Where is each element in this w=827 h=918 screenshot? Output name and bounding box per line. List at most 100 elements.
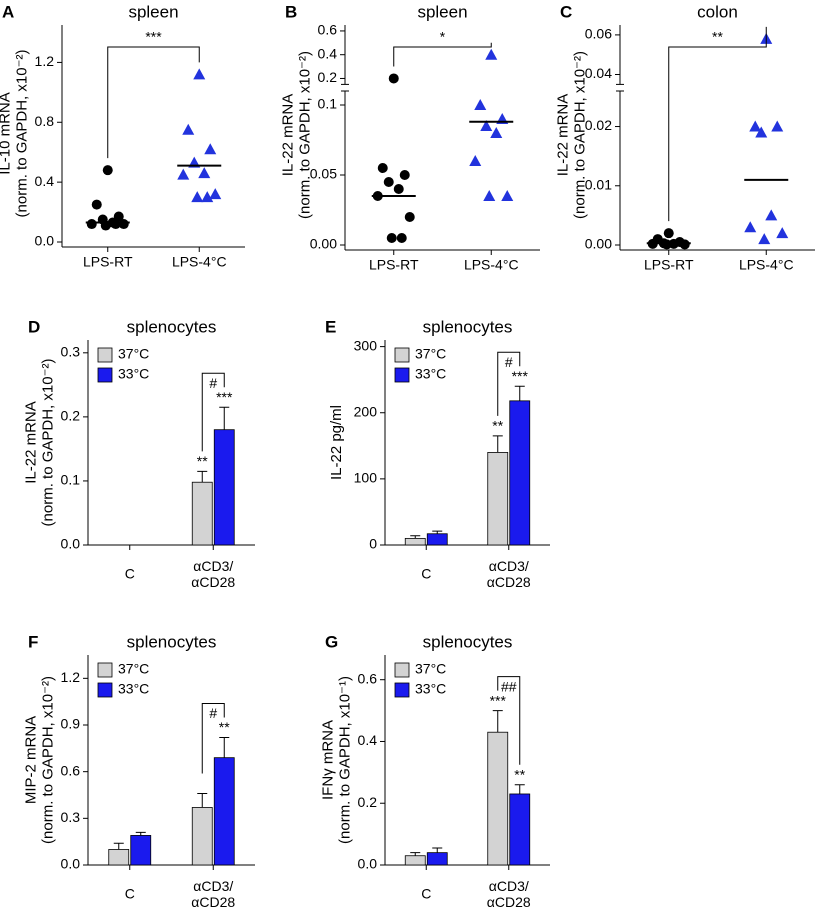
bar <box>213 757 235 866</box>
y-axis-label: IL-22 pg/ml <box>328 405 345 480</box>
y-tick-label: 0.1 <box>61 472 81 488</box>
x-tick-label: LPS-4°C <box>739 257 794 273</box>
panel-letter: G <box>325 632 338 651</box>
data-point <box>404 212 415 222</box>
legend-label: 37°C <box>415 346 446 362</box>
data-point <box>383 177 394 187</box>
y-tick-label: 0.00 <box>310 236 337 252</box>
significance-bracket <box>497 351 521 416</box>
data-point <box>661 239 672 250</box>
y-tick-label: 0.0 <box>61 536 81 552</box>
significance-label: ** <box>712 29 723 45</box>
x-tick-label: C <box>125 566 135 582</box>
significance-label: # <box>209 375 217 391</box>
data-point <box>485 48 498 60</box>
y-tick-label: 0.0 <box>35 233 55 249</box>
legend-swatch <box>394 662 410 678</box>
significance-label: ** <box>197 453 208 469</box>
y-tick-label: 0.8 <box>35 113 55 129</box>
bar <box>426 852 448 866</box>
data-point <box>399 170 410 180</box>
data-point <box>758 233 771 245</box>
y-tick-label: 100 <box>354 470 378 486</box>
significance-bracket <box>107 46 200 159</box>
y-axis-label: IL-22 mRNA(norm. to GAPDH, x10⁻²) <box>554 51 588 219</box>
panel-letter: D <box>28 317 40 336</box>
data-point <box>118 219 129 230</box>
data-point <box>396 233 407 243</box>
significance-bracket <box>497 676 521 765</box>
y-tick-label: 0.2 <box>61 408 81 424</box>
y-axis-label: IFNγ mRNA(norm. to GAPDH, x10⁻¹) <box>319 676 353 844</box>
bar <box>509 400 531 546</box>
chart-title: splenocytes <box>127 317 217 336</box>
y-tick-label: 0.4 <box>35 173 55 189</box>
y-tick-label: 0.0 <box>358 856 378 872</box>
significance-label: *** <box>216 389 233 405</box>
data-point <box>177 168 190 180</box>
legend-swatch <box>394 347 410 363</box>
error-bar <box>432 847 443 853</box>
legend-swatch <box>97 367 113 383</box>
bar <box>426 533 448 546</box>
data-point <box>663 228 674 239</box>
significance-bracket <box>668 26 767 222</box>
data-point <box>110 219 121 230</box>
chart-title: spleen <box>128 2 178 21</box>
data-point <box>771 120 784 132</box>
error-bar <box>432 530 443 534</box>
error-bar <box>197 470 208 483</box>
data-point <box>182 123 195 135</box>
significance-label: *** <box>145 29 162 45</box>
panel-letter: B <box>285 2 297 21</box>
error-bar <box>514 385 525 401</box>
bar <box>487 452 509 546</box>
legend-label: 37°C <box>118 661 149 677</box>
significance-label: # <box>505 354 513 370</box>
data-point <box>388 73 399 84</box>
bar <box>108 849 130 866</box>
significance-bracket <box>393 42 492 67</box>
error-bar <box>492 435 503 453</box>
bar <box>487 731 509 866</box>
error-bar <box>219 736 230 758</box>
significance-label: ** <box>514 766 525 782</box>
error-bar <box>113 842 124 850</box>
y-tick-label: 200 <box>354 403 378 419</box>
y-tick-label: 0.2 <box>358 794 378 810</box>
bar <box>404 855 426 866</box>
legend-swatch <box>97 347 113 363</box>
data-point <box>201 191 214 203</box>
data-point <box>386 233 397 243</box>
bar <box>191 481 213 546</box>
data-point <box>91 199 102 210</box>
significance-label: *** <box>512 368 529 384</box>
y-axis-label: IL-22 mRNA(norm. to GAPDH, x10⁻²) <box>22 359 56 527</box>
panel-letter: A <box>2 2 14 21</box>
legend-label: 33°C <box>118 366 149 382</box>
data-point <box>755 126 768 138</box>
legend-swatch <box>97 662 113 678</box>
data-point <box>193 68 206 80</box>
data-point <box>483 190 496 201</box>
data-point <box>204 143 217 155</box>
legend-label: 33°C <box>118 681 149 697</box>
legend-swatch <box>97 682 113 698</box>
y-axis-label: MIP-2 mRNA(norm. to GAPDH, x10⁻²) <box>22 676 56 844</box>
legend-label: 33°C <box>415 681 446 697</box>
error-bar <box>197 792 208 808</box>
legend-label: 33°C <box>415 366 446 382</box>
x-tick-label: C <box>421 566 431 582</box>
y-tick-label: 0.00 <box>585 236 612 252</box>
data-point <box>776 227 789 239</box>
significance-label: ** <box>492 418 503 434</box>
error-bar <box>492 710 503 733</box>
y-tick-label: 0.0 <box>61 856 81 872</box>
bar <box>191 807 213 866</box>
data-point <box>86 219 97 230</box>
panel-letter: C <box>560 2 572 21</box>
data-point <box>501 190 514 201</box>
y-tick-label: 300 <box>354 337 378 353</box>
y-tick-label: 0 <box>369 536 377 552</box>
data-point <box>679 239 690 250</box>
